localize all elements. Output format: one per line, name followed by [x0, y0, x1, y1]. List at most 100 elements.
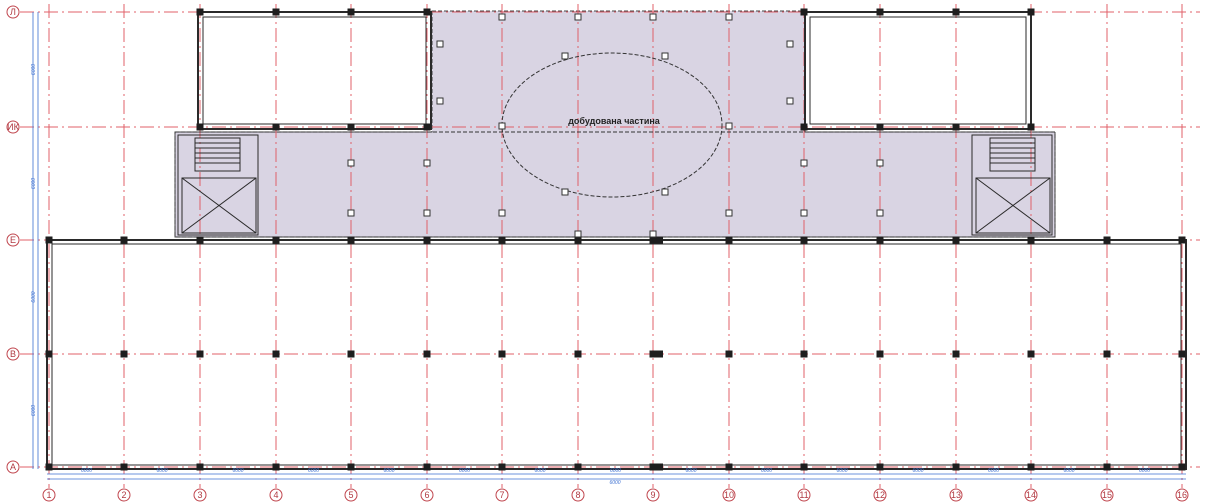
axis-bubble-label: 4: [273, 490, 278, 500]
axis-bubble-label: 6: [424, 490, 429, 500]
dimension-text: 6000: [610, 468, 621, 474]
axis-bubble-14: 14: [1024, 488, 1038, 502]
axis-bubble-16: 16: [1175, 488, 1189, 502]
axis-bubble-6: 6: [420, 488, 434, 502]
column: [656, 463, 663, 471]
column: [952, 8, 960, 16]
dimension-text: 6000: [81, 468, 92, 474]
column: [272, 236, 280, 244]
column: [1027, 8, 1035, 16]
axis-bubble-5: 5: [344, 488, 358, 502]
axis-bubble-label: ИК: [7, 122, 19, 132]
axis-bubble-circle: [1024, 488, 1038, 502]
dimension-text: 6000: [308, 468, 319, 474]
column: [120, 236, 128, 244]
column-open: [423, 209, 431, 217]
column: [1027, 123, 1035, 131]
column: [347, 236, 355, 244]
column-open: [498, 122, 506, 130]
dimension-text: 6000: [988, 468, 999, 474]
axis-bubble-3: 3: [193, 488, 207, 502]
column-open: [436, 97, 444, 105]
axis-bubble-8: 8: [571, 488, 585, 502]
column: [196, 8, 204, 16]
dimension-text: 6000: [31, 405, 37, 416]
axis-grid: [20, 4, 1200, 488]
axis-bubble-Л: Л: [6, 5, 20, 19]
axis-bubble-label: 14: [1026, 490, 1036, 500]
column-open: [786, 40, 794, 48]
axis-bubble-label: 10: [724, 490, 734, 500]
column: [800, 236, 808, 244]
column: [800, 8, 808, 16]
column: [423, 463, 431, 471]
column: [120, 463, 128, 471]
addition-label: добудована частина: [568, 116, 661, 126]
column: [574, 350, 582, 358]
axis-bubble-10: 10: [722, 488, 736, 502]
axis-bubble-circle: [6, 5, 20, 19]
column: [423, 236, 431, 244]
column-open: [661, 52, 669, 60]
column: [656, 350, 663, 358]
column: [347, 463, 355, 471]
axis-bubble-circle: [6, 120, 20, 134]
axis-bubble-circle: [873, 488, 887, 502]
column-open: [561, 188, 569, 196]
column: [1027, 236, 1035, 244]
dimension-text: 6000: [383, 468, 394, 474]
axis-bubble-circle: [949, 488, 963, 502]
column: [725, 463, 733, 471]
axis-bubble-label: 13: [951, 490, 961, 500]
dimension-text: 6000: [534, 468, 545, 474]
axis-bubble-circle: [117, 488, 131, 502]
column: [196, 463, 204, 471]
column-open: [649, 230, 657, 238]
column: [1178, 236, 1186, 244]
column: [574, 463, 582, 471]
column-open: [876, 159, 884, 167]
column: [800, 463, 808, 471]
column: [498, 350, 506, 358]
axis-bubble-А: А: [6, 460, 20, 474]
axis-bubble-circle: [42, 488, 56, 502]
column-open: [498, 13, 506, 21]
column: [45, 236, 53, 244]
dimension-text: 6000: [31, 291, 37, 302]
axis-bubble-2: 2: [117, 488, 131, 502]
axis-bubble-label: 16: [1177, 490, 1187, 500]
column-open: [725, 209, 733, 217]
column: [1103, 350, 1111, 358]
axis-bubble-label: 7: [499, 490, 504, 500]
column: [725, 236, 733, 244]
column: [876, 123, 884, 131]
axis-bubble-label: В: [10, 349, 16, 359]
axis-bubble-12: 12: [873, 488, 887, 502]
axis-bubble-label: 3: [197, 490, 202, 500]
column: [1178, 350, 1186, 358]
column: [725, 350, 733, 358]
columns: [45, 8, 1186, 471]
column: [1103, 236, 1111, 244]
axis-bubble-label: 2: [121, 490, 126, 500]
column: [649, 236, 657, 244]
column: [272, 8, 280, 16]
column: [120, 350, 128, 358]
dimension-text: 6000: [31, 178, 37, 189]
axis-bubble-В: В: [6, 347, 20, 361]
column: [498, 236, 506, 244]
column: [272, 123, 280, 131]
column-open: [725, 13, 733, 21]
column: [876, 350, 884, 358]
axis-bubble-circle: [1175, 488, 1189, 502]
dimension-text: 6000: [609, 480, 620, 486]
axis-bubble-label: Л: [10, 7, 16, 17]
column-open: [347, 209, 355, 217]
column: [952, 463, 960, 471]
axis-bubble-circle: [269, 488, 283, 502]
column: [800, 350, 808, 358]
stair-right: [971, 134, 1053, 236]
column-open: [800, 209, 808, 217]
axis-bubble-label: Е: [10, 235, 16, 245]
